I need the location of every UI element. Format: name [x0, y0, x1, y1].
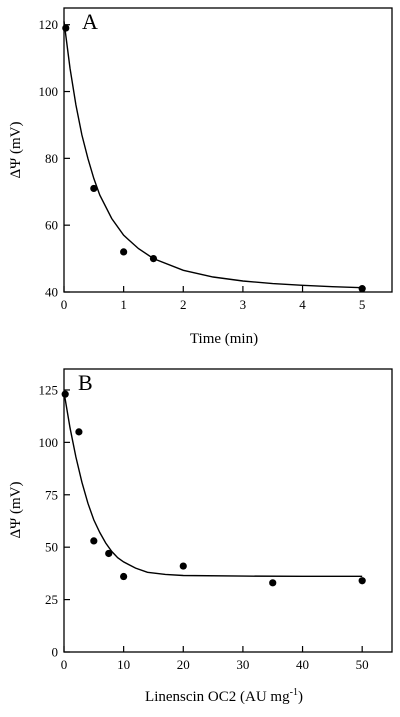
- y-tick-label: 25: [45, 592, 58, 607]
- x-tick-label: 2: [180, 297, 187, 312]
- x-tick-label: 3: [240, 297, 247, 312]
- data-point: [358, 577, 366, 585]
- y-tick-label: 100: [39, 84, 59, 99]
- data-point: [62, 24, 70, 32]
- data-point: [90, 537, 98, 545]
- y-tick-label: 75: [45, 487, 58, 502]
- y-tick-label: 120: [39, 17, 59, 32]
- x-tick-label: 40: [296, 657, 309, 672]
- data-point: [269, 579, 277, 587]
- x-axis-title-superscript: -1: [290, 687, 298, 698]
- x-tick-label: 5: [359, 297, 366, 312]
- y-tick-label: 125: [39, 382, 59, 397]
- x-tick-label: 20: [177, 657, 190, 672]
- plot-frame: [63, 368, 393, 653]
- data-point: [75, 428, 83, 436]
- y-tick-label: 50: [45, 540, 58, 555]
- data-point: [120, 572, 128, 581]
- y-tick-label: 40: [45, 285, 58, 300]
- data-point: [120, 248, 128, 256]
- x-tick-label: 10: [117, 657, 130, 672]
- data-point: [179, 562, 187, 570]
- data-point: [105, 549, 113, 558]
- panel-letter: A: [82, 9, 98, 34]
- data-point: [149, 254, 158, 263]
- x-tick-label: 50: [356, 657, 369, 672]
- chart-panel-b: 0 10 20 30 40 50 0 25 50 75 100 125 B Linenscin OC2 (…: [8, 368, 393, 705]
- panel-letter: B: [78, 370, 93, 395]
- x-tick-label: 30: [236, 657, 249, 672]
- y-axis-title: ΔΨ (mV): [8, 482, 24, 539]
- y-tick-label: 80: [45, 151, 58, 166]
- data-point: [90, 184, 98, 193]
- x-tick-label: 1: [120, 297, 127, 312]
- x-tick-label: 0: [61, 657, 68, 672]
- plot-frame: [63, 7, 393, 293]
- data-point: [358, 285, 366, 293]
- x-axis-title: Time (min): [190, 331, 258, 347]
- chart-panel-a: 0 1 2 3 4 5 40 60 80 100 120 A Time (min) ΔΨ (mV): [8, 7, 393, 347]
- fit-curve: [63, 391, 363, 577]
- y-tick-label: 0: [52, 645, 59, 660]
- y-tick-label: 60: [45, 218, 58, 233]
- y-axis-title: ΔΨ (mV): [8, 122, 24, 179]
- x-axis-title-suffix: ): [298, 689, 303, 705]
- data-point: [61, 390, 69, 398]
- y-tick-label: 100: [39, 435, 59, 450]
- x-axis-title: Linenscin OC2 (AU mg-1): [145, 687, 303, 705]
- x-tick-label: 4: [299, 297, 306, 312]
- x-tick-label: 0: [61, 297, 68, 312]
- fit-curve: [63, 21, 363, 289]
